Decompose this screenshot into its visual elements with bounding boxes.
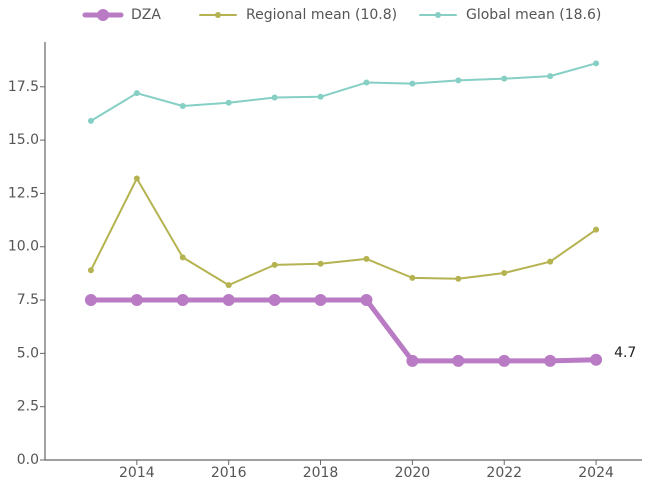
x-tick-label: 2014 — [119, 465, 155, 481]
x-tick-label: 2016 — [211, 465, 247, 481]
point — [87, 117, 94, 124]
legend-label: Regional mean (10.8) — [246, 7, 397, 23]
point — [363, 79, 370, 86]
point — [179, 254, 186, 261]
y-tick-label: 0.0 — [17, 452, 39, 468]
point — [87, 267, 94, 274]
point — [317, 93, 324, 100]
point — [498, 354, 511, 367]
y-tick-label: 5.0 — [17, 345, 39, 361]
x-tick-label: 2024 — [578, 465, 614, 481]
legend-marker — [97, 9, 109, 21]
point — [133, 175, 140, 182]
point — [501, 269, 508, 276]
series-line — [90, 297, 597, 364]
series-line — [90, 177, 597, 287]
point — [271, 261, 278, 268]
y-tick-label: 10.0 — [8, 239, 39, 255]
point — [544, 354, 557, 367]
y-tick-label: 17.5 — [8, 79, 39, 95]
point — [314, 294, 327, 307]
point — [176, 294, 189, 307]
legend-label: Global mean (18.6) — [466, 7, 601, 23]
point — [452, 354, 465, 367]
point — [501, 75, 508, 82]
point — [593, 226, 600, 233]
point — [179, 102, 186, 109]
point — [593, 60, 600, 67]
point — [363, 255, 370, 262]
y-tick-label: 7.5 — [17, 292, 39, 308]
point — [268, 294, 281, 307]
point — [409, 80, 416, 87]
point — [222, 294, 235, 307]
legend-marker — [215, 12, 221, 18]
point — [225, 282, 232, 289]
value-label: 4.7 — [614, 345, 636, 361]
point — [360, 294, 373, 307]
point — [317, 260, 324, 267]
point — [130, 294, 143, 307]
y-tick-label: 12.5 — [8, 185, 39, 201]
series-line — [90, 62, 597, 122]
legend-marker — [435, 12, 441, 18]
point — [455, 77, 462, 84]
legend-label: DZA — [131, 7, 161, 23]
point — [409, 274, 416, 281]
y-tick-label: 2.5 — [17, 399, 39, 415]
point — [455, 275, 462, 282]
point — [547, 73, 554, 80]
x-tick-label: 2022 — [486, 465, 522, 481]
x-tick-label: 2018 — [303, 465, 339, 481]
point — [406, 354, 419, 367]
x-tick-label: 2020 — [395, 465, 431, 481]
point — [271, 94, 278, 101]
y-tick-label: 15.0 — [8, 132, 39, 148]
point — [84, 294, 97, 307]
point — [590, 353, 603, 366]
point — [133, 90, 140, 97]
point — [547, 258, 554, 265]
point — [225, 99, 232, 106]
